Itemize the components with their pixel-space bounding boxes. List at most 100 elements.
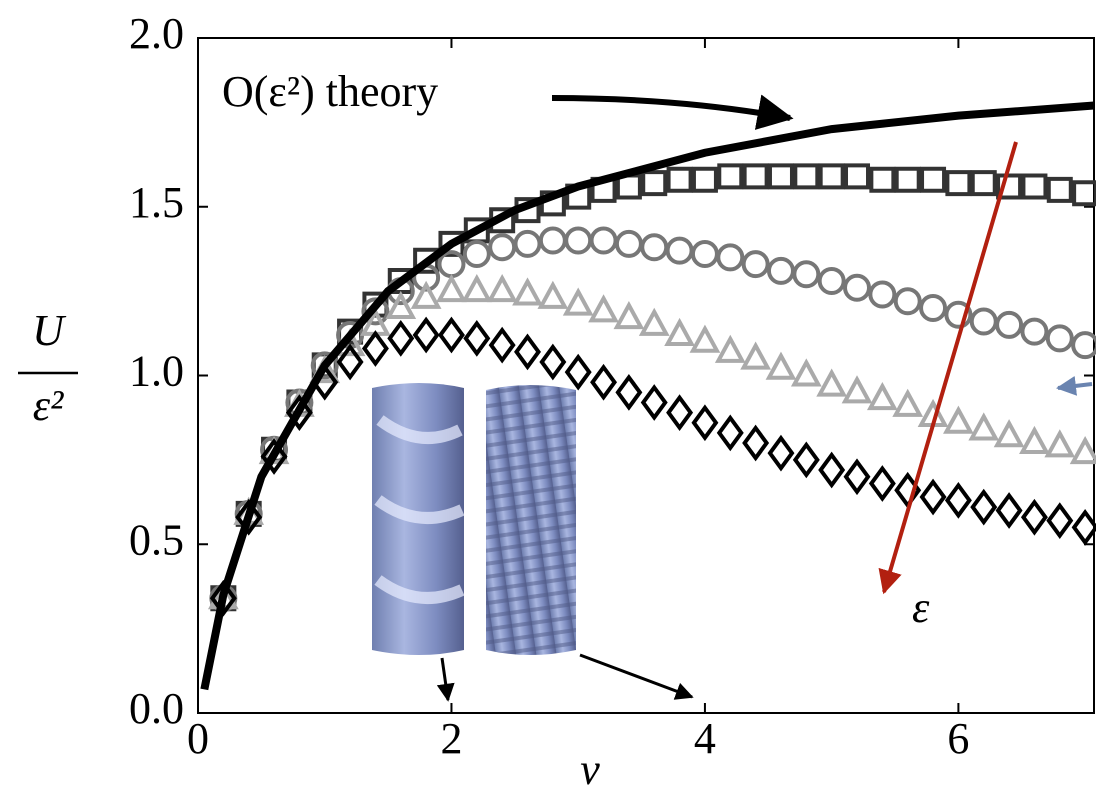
marker bbox=[613, 300, 645, 330]
marker bbox=[996, 173, 1023, 200]
marker bbox=[817, 267, 846, 295]
marker bbox=[260, 438, 288, 475]
marker bbox=[866, 381, 898, 411]
marker bbox=[689, 324, 721, 353]
marker bbox=[410, 280, 442, 309]
marker bbox=[920, 166, 947, 193]
marker bbox=[1044, 429, 1076, 458]
marker bbox=[664, 317, 695, 346]
inset-arrow bbox=[579, 653, 694, 700]
marker bbox=[792, 260, 821, 289]
marker bbox=[742, 163, 769, 190]
plot-area: 0.0 0.5 1.0 1.5 2.0 0 2 4 6 bbox=[129, 9, 1096, 763]
inset-ridged-tube bbox=[486, 385, 576, 655]
side-arrow bbox=[1056, 375, 1093, 396]
marker bbox=[919, 294, 948, 322]
marker bbox=[919, 478, 947, 516]
epsilon-arrow bbox=[878, 141, 1018, 595]
marker bbox=[538, 226, 567, 255]
inset-images bbox=[372, 383, 694, 702]
marker bbox=[614, 229, 643, 258]
marker bbox=[385, 290, 417, 319]
marker bbox=[818, 163, 845, 190]
y-tick-label: 2.0 bbox=[129, 9, 184, 58]
marker bbox=[843, 458, 871, 496]
marker bbox=[589, 226, 618, 255]
marker bbox=[666, 394, 694, 432]
marker bbox=[790, 358, 822, 387]
marker bbox=[461, 273, 493, 303]
marker bbox=[514, 333, 541, 371]
marker bbox=[235, 498, 263, 536]
marker bbox=[892, 388, 924, 417]
inset-highlight bbox=[374, 415, 465, 604]
theory-curve bbox=[200, 101, 1095, 691]
marker bbox=[640, 384, 668, 421]
x-tick-label: 2 bbox=[440, 714, 462, 763]
marker bbox=[740, 341, 771, 370]
theory-label: O(ε²) theory bbox=[222, 67, 438, 116]
marker bbox=[945, 170, 972, 197]
marker bbox=[844, 163, 871, 190]
marker bbox=[564, 353, 592, 391]
marker bbox=[714, 334, 746, 363]
marker bbox=[588, 294, 619, 323]
marker bbox=[462, 240, 491, 268]
marker bbox=[792, 441, 820, 479]
marker bbox=[970, 170, 997, 197]
marker bbox=[361, 330, 389, 367]
y-label-numerator: U bbox=[32, 306, 67, 355]
marker bbox=[512, 277, 543, 306]
marker bbox=[285, 394, 313, 432]
marker bbox=[537, 280, 569, 309]
marker bbox=[893, 287, 922, 316]
marker bbox=[438, 230, 465, 257]
marker bbox=[1071, 331, 1096, 360]
x-tick-label: 6 bbox=[947, 714, 969, 763]
marker bbox=[816, 368, 848, 397]
inset-arrow bbox=[436, 657, 455, 702]
marker bbox=[742, 424, 770, 462]
marker bbox=[665, 236, 694, 265]
marker bbox=[766, 256, 795, 285]
x-tick-label: 0 bbox=[187, 714, 209, 763]
marker bbox=[1046, 176, 1073, 203]
marker bbox=[691, 166, 718, 193]
marker bbox=[513, 229, 542, 258]
marker bbox=[615, 373, 643, 411]
marker bbox=[894, 166, 921, 193]
marker bbox=[641, 170, 668, 197]
marker bbox=[969, 307, 998, 336]
marker bbox=[387, 319, 415, 357]
marker bbox=[869, 166, 896, 193]
marker bbox=[944, 300, 973, 329]
marker bbox=[944, 481, 972, 519]
y-label-denominator: ε² bbox=[33, 381, 64, 430]
marker bbox=[437, 316, 465, 354]
marker bbox=[741, 250, 770, 279]
marker bbox=[412, 316, 440, 354]
marker bbox=[717, 163, 744, 190]
marker bbox=[767, 434, 795, 472]
marker bbox=[716, 414, 744, 452]
y-tick-label: 0.5 bbox=[129, 515, 184, 564]
x-label: ν bbox=[580, 745, 600, 794]
marker bbox=[1020, 317, 1049, 346]
marker bbox=[868, 465, 896, 502]
marker bbox=[640, 233, 669, 262]
x-tick-label: 4 bbox=[694, 714, 716, 763]
marker bbox=[638, 307, 670, 336]
y-tick-label: 1.0 bbox=[129, 347, 184, 396]
marker bbox=[1020, 498, 1048, 536]
marker bbox=[995, 310, 1024, 339]
marker bbox=[562, 287, 594, 316]
marker bbox=[843, 273, 872, 302]
marker bbox=[993, 419, 1025, 448]
marker bbox=[666, 166, 693, 193]
marker bbox=[310, 351, 339, 380]
marker bbox=[868, 280, 897, 309]
marker bbox=[564, 226, 593, 255]
marker bbox=[690, 240, 719, 268]
theory-arrow bbox=[551, 94, 794, 130]
marker bbox=[463, 319, 491, 357]
